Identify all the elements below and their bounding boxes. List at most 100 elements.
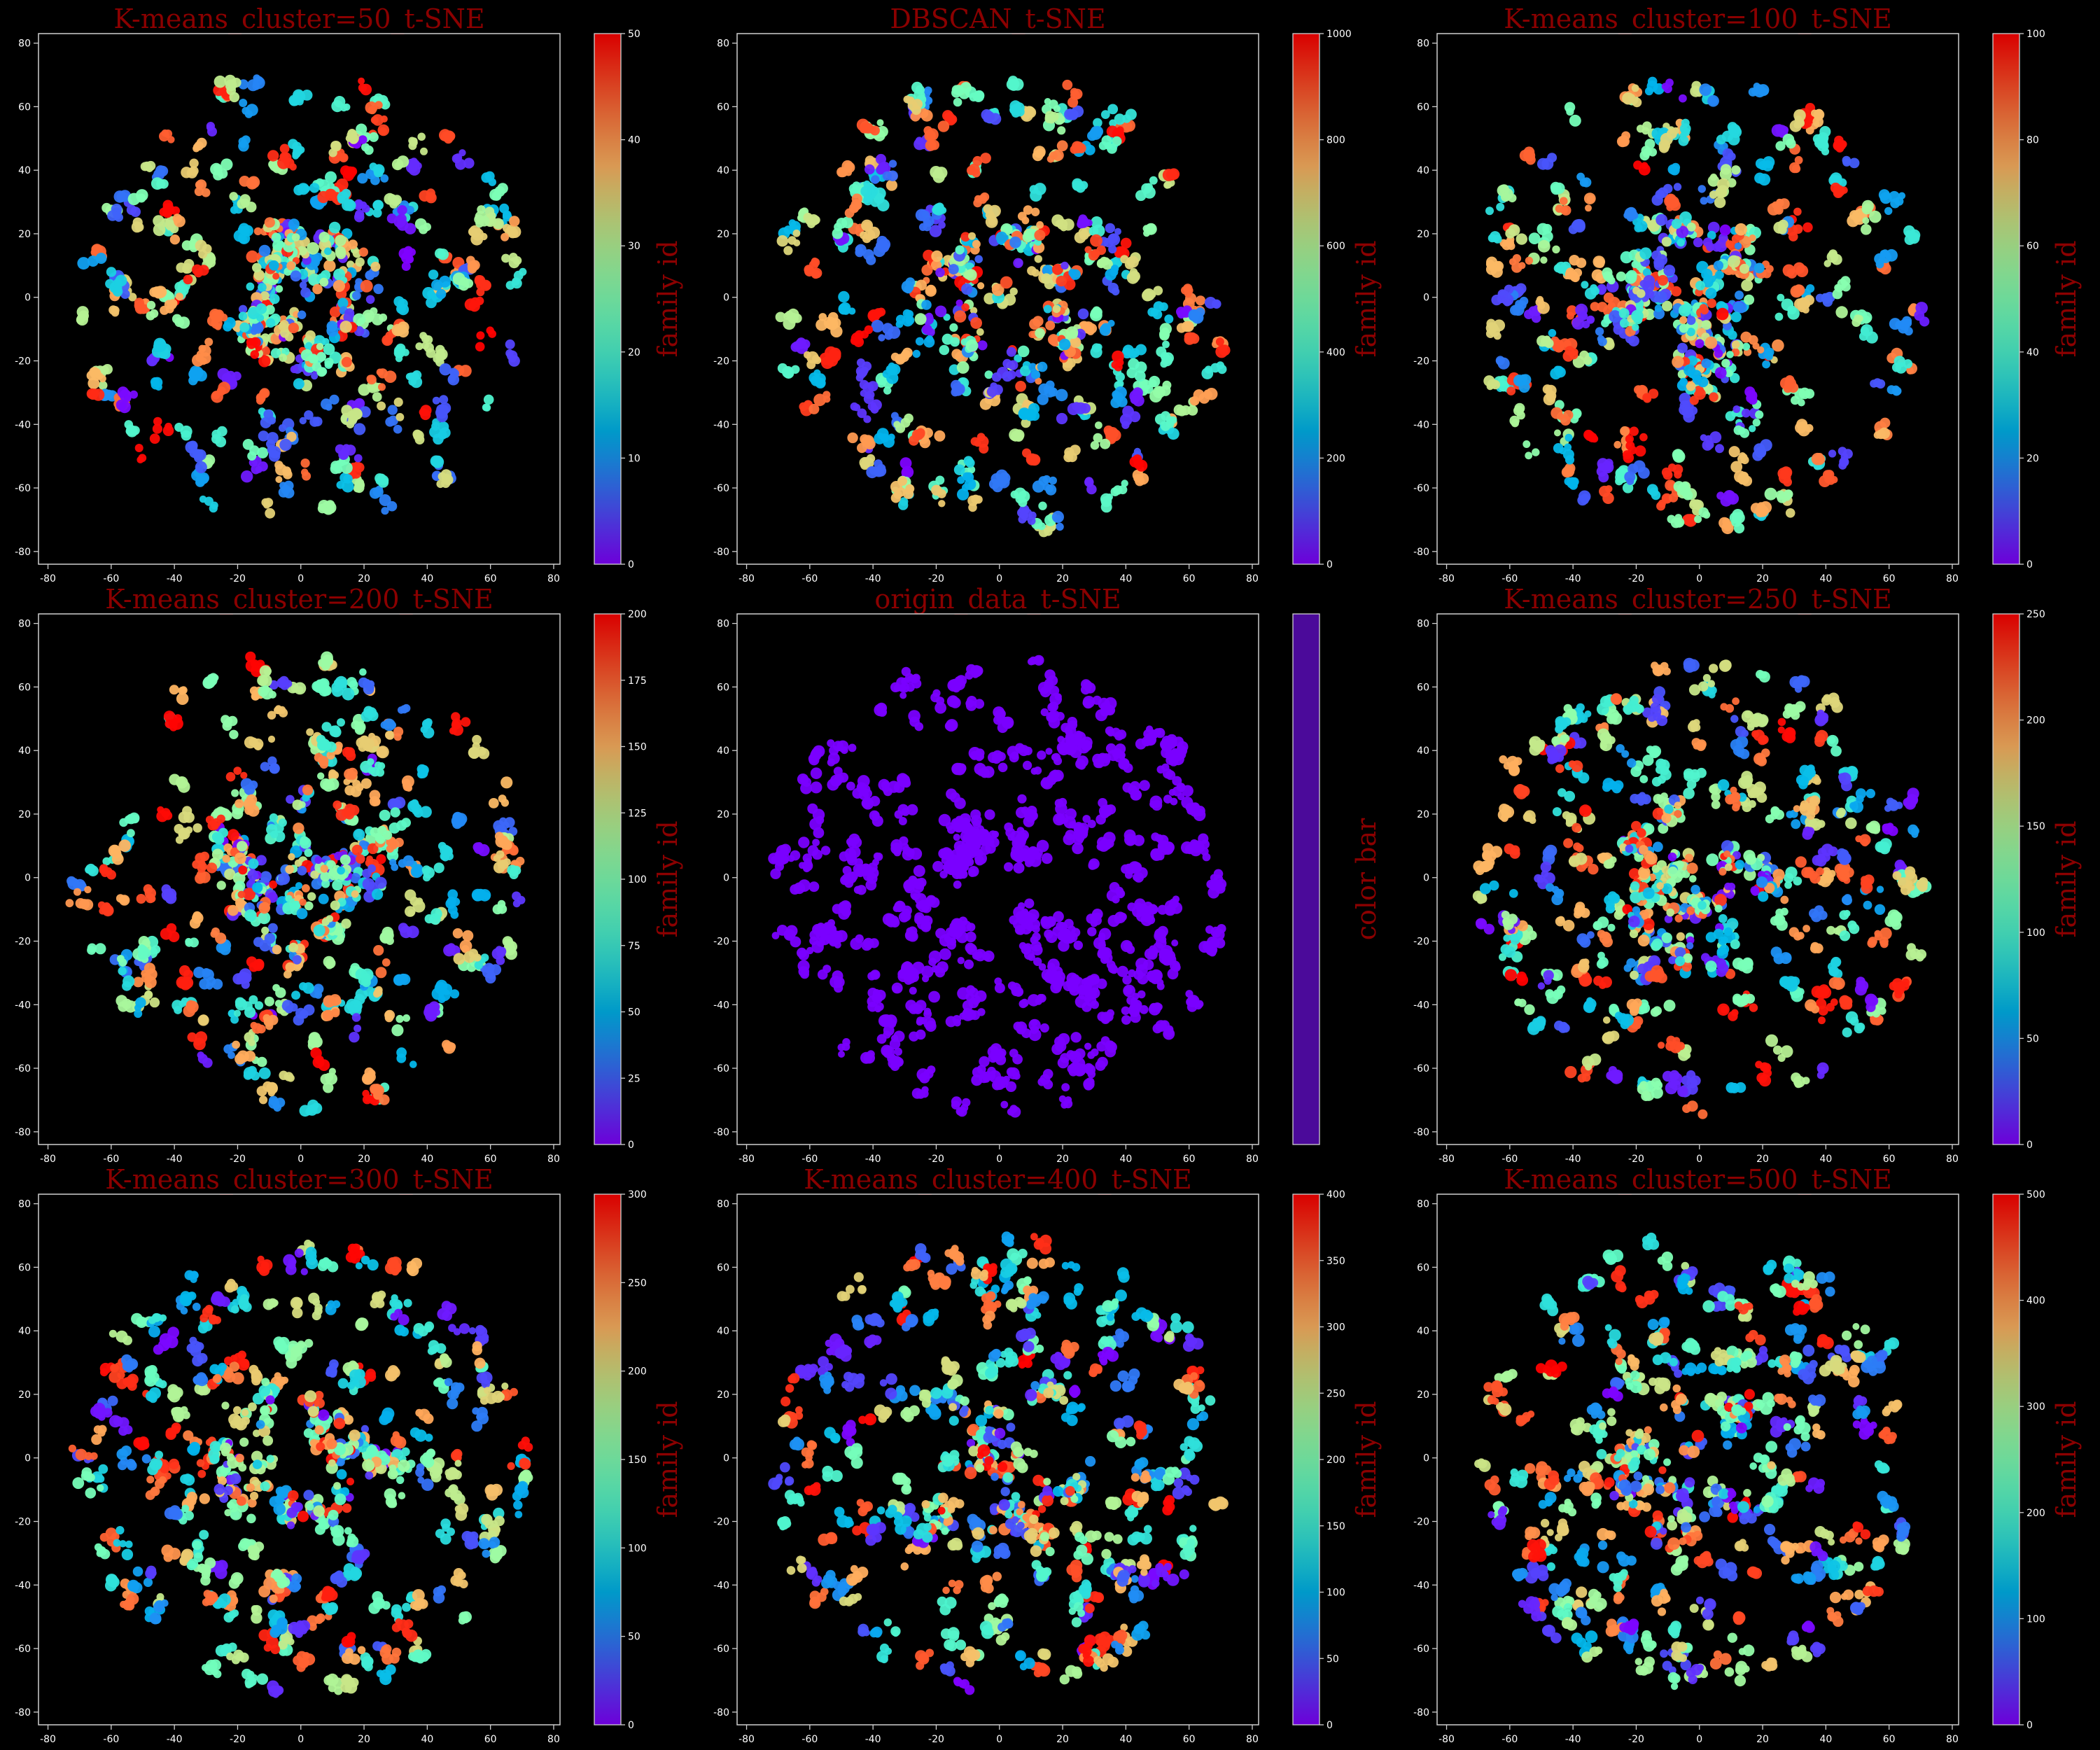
scatter-point [823, 316, 836, 329]
scatter-point [1799, 421, 1807, 429]
scatter-point [808, 403, 820, 414]
scatter-point [335, 234, 346, 246]
scatter-point [1816, 453, 1824, 461]
scatter-point [976, 435, 989, 448]
scatter-point [1700, 434, 1707, 442]
scatter-point [238, 865, 248, 875]
scatter-point [396, 155, 410, 168]
scatter-point [393, 397, 403, 407]
scatter-point [321, 654, 333, 667]
scatter-point [863, 415, 872, 424]
scatter-point [1523, 149, 1536, 162]
scatter-point [1524, 309, 1534, 319]
scatter-point [111, 853, 124, 865]
scatter-point [1030, 411, 1040, 421]
scatter-point [325, 1072, 337, 1085]
scatter-point [1764, 487, 1777, 500]
scatter-point [87, 946, 97, 955]
scatter-point [920, 109, 933, 122]
scatter-point [1752, 418, 1760, 427]
scatter-point [864, 155, 875, 166]
scatter-point [1215, 337, 1224, 346]
scatter-point [818, 313, 827, 321]
scatter-point [278, 321, 288, 331]
scatter-point [897, 355, 905, 363]
scatter-point [475, 342, 485, 352]
scatter-point [1592, 255, 1606, 268]
scatter-point [841, 216, 853, 229]
scatter-point [776, 235, 789, 247]
scatter-point [105, 279, 115, 289]
scatter-point [1032, 316, 1044, 327]
scatter-point [367, 680, 375, 688]
scatter-point [420, 147, 428, 155]
scatter-point [314, 990, 323, 999]
scatter-point [979, 398, 992, 410]
scatter-point [1705, 440, 1714, 449]
scatter-point [312, 362, 322, 372]
scatter-point [1679, 323, 1688, 333]
scatter-point [1077, 220, 1086, 229]
scatter-point [300, 287, 312, 298]
scatter-point [1732, 301, 1745, 314]
x-tick-label: 80 [547, 573, 560, 584]
scatter-point [225, 771, 236, 782]
scatter-point [1839, 140, 1847, 148]
scatter-point [949, 323, 958, 332]
scatter-point [1679, 94, 1687, 103]
scatter-point [372, 392, 382, 402]
scatter-point [239, 322, 250, 332]
scatter-point [342, 480, 354, 493]
scatter-point [431, 421, 440, 431]
scatter-point [1564, 270, 1576, 280]
scatter-point [1893, 356, 1905, 368]
scatter-point [1014, 487, 1027, 500]
scatter-point [419, 806, 432, 818]
scatter-point [332, 279, 345, 293]
scatter-point [1077, 308, 1089, 320]
scatter-point [1107, 144, 1117, 154]
scatter-point [1212, 299, 1222, 309]
scatter-point [1721, 358, 1730, 368]
scatter-point [1728, 330, 1737, 340]
scatter-point [214, 309, 225, 320]
scatter-point [305, 330, 316, 341]
scatter-point [1728, 255, 1740, 268]
colorbar-fill [1293, 34, 1320, 564]
scatter-point [271, 232, 281, 243]
y-tick-label: -80 [713, 547, 729, 558]
scatter-point [433, 1008, 440, 1016]
scatter-point [931, 250, 943, 262]
scatter-points [65, 651, 526, 1117]
scatter-point [399, 324, 407, 332]
scatter-point [860, 125, 868, 134]
scatter-point [462, 930, 474, 941]
scatter-point [1064, 108, 1076, 120]
scatter-point [1873, 431, 1882, 439]
scatter-point [258, 1067, 271, 1079]
scatter-point [960, 232, 971, 242]
scatter-point [398, 298, 408, 309]
scatter-point [1679, 377, 1688, 386]
scatter-point [1055, 388, 1068, 402]
scatter-point [400, 925, 412, 939]
scatter-point [282, 467, 292, 477]
scatter-point [1518, 382, 1530, 393]
subplot-2: DBSCAN_t-SNE-80 -60 -40 -20 0 20 40 60 80-80-60-… [713, 4, 1382, 584]
scatter-point [482, 403, 490, 412]
scatter-point [1639, 433, 1648, 442]
scatter-point [183, 812, 195, 823]
scatter-point [1150, 308, 1158, 317]
scatter-point [1581, 493, 1590, 503]
scatter-point [1765, 352, 1773, 360]
scatter-point [1095, 343, 1102, 351]
scatter-point [284, 680, 293, 688]
scatter-point [1684, 364, 1696, 377]
scatter-point [195, 181, 204, 189]
scatter-point [153, 286, 165, 299]
scatter-point [358, 247, 369, 257]
y-tick-label: 20 [1417, 229, 1429, 240]
scatter-point [1849, 158, 1860, 169]
scatter-point [1590, 286, 1600, 296]
scatter-point [1707, 221, 1720, 234]
